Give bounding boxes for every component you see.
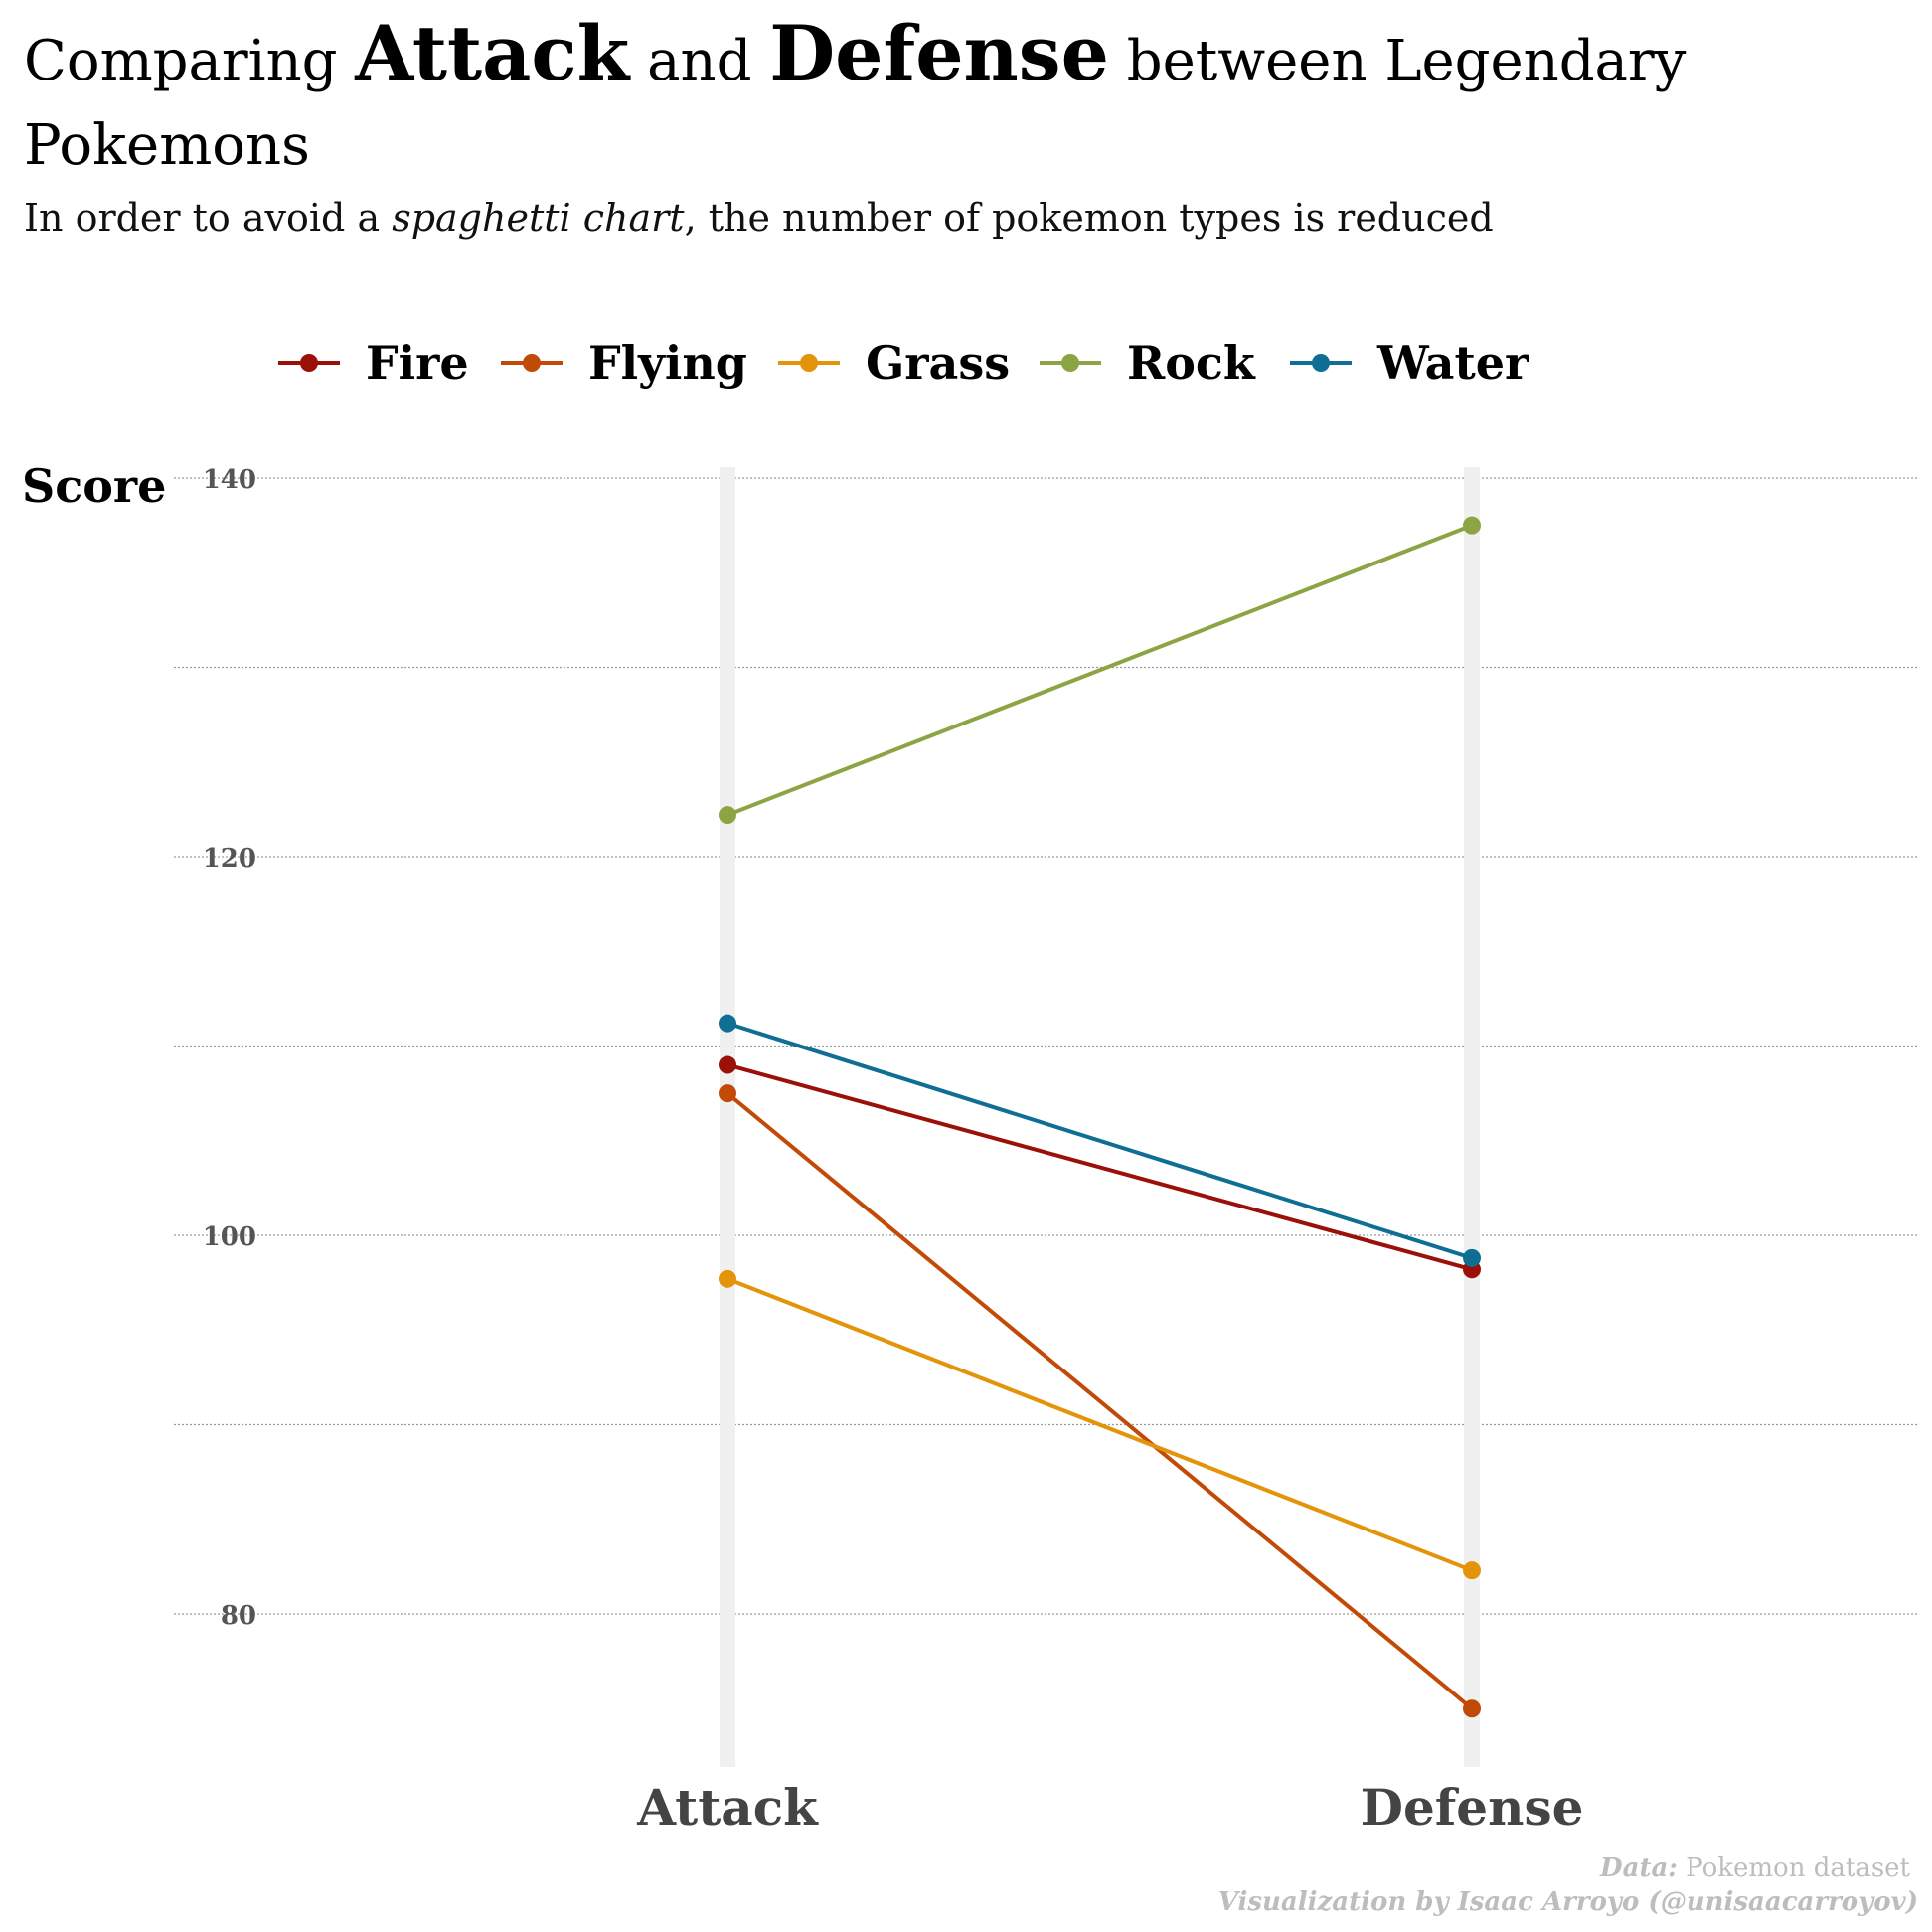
legend-label: Water	[1376, 336, 1530, 390]
legend-item-fire: Fire	[278, 336, 469, 390]
subtitle-pre: In order to avoid a	[24, 196, 392, 240]
grid-lines	[174, 477, 1918, 1615]
series-line	[726, 1021, 1473, 1260]
legend-item-flying: Flying	[501, 336, 747, 390]
x-tick-labels: Attack Defense	[636, 1778, 1583, 1837]
legend-item-rock: Rock	[1040, 336, 1256, 390]
y-axis-label: Score	[22, 459, 166, 513]
legend-swatch-dot	[523, 354, 541, 372]
y-tick-label: 100	[203, 1222, 256, 1252]
series-fire	[719, 1055, 1481, 1279]
series-rock	[719, 516, 1481, 825]
legend-item-grass: Grass	[778, 336, 1010, 390]
data-point	[1463, 1561, 1481, 1580]
legend-item-water: Water	[1290, 336, 1530, 390]
data-point	[1463, 1248, 1481, 1267]
title-part3: between Legendary	[1109, 29, 1687, 93]
title-defense: Defense	[769, 9, 1109, 97]
data-point	[719, 1014, 736, 1033]
category-column	[1464, 467, 1480, 1767]
data-point	[719, 1084, 736, 1103]
chart-title-line2: Pokemons	[24, 113, 310, 178]
data-point	[1463, 1699, 1481, 1718]
subtitle-italic: spaghetti chart	[392, 196, 685, 240]
y-tick-labels: 80 100 120 140	[203, 465, 256, 1631]
series-flying	[719, 1084, 1481, 1718]
legend-swatch-dot	[1312, 354, 1330, 372]
data-point	[1463, 516, 1481, 535]
legend-label: Flying	[588, 336, 747, 390]
y-tick-label: 80	[221, 1601, 256, 1631]
series-line	[726, 1062, 1473, 1272]
y-tick-label: 140	[203, 465, 256, 495]
chart-title-line1: Comparing Attack and Defense between Leg…	[24, 9, 1687, 97]
caption-data-label: Data:	[1599, 1853, 1678, 1883]
caption-data: Data: Pokemon dataset	[1599, 1853, 1911, 1883]
caption-data-value: Pokemon dataset	[1678, 1853, 1911, 1883]
x-tick-label: Defense	[1361, 1778, 1584, 1837]
data-point	[719, 806, 736, 825]
legend-label: Grass	[866, 336, 1010, 390]
title-part1: Comparing	[24, 29, 355, 93]
series-lines	[719, 516, 1481, 1718]
series-grass	[719, 1269, 1481, 1580]
caption-credit: Visualization by Isaac Arroyo (@unisaaca…	[1218, 1887, 1918, 1917]
chart-subtitle: In order to avoid a spaghetti chart, the…	[24, 196, 1494, 240]
y-tick-label: 120	[203, 844, 256, 874]
category-column	[720, 467, 735, 1767]
data-point	[719, 1055, 736, 1074]
legend-swatch-dot	[300, 354, 318, 372]
legend-swatch-dot	[1061, 354, 1079, 372]
series-water	[719, 1014, 1481, 1267]
title-part2: and	[629, 29, 769, 93]
x-tick-label: Attack	[636, 1778, 819, 1837]
data-point	[719, 1269, 736, 1288]
series-line	[726, 523, 1473, 817]
legend-label: Fire	[366, 336, 469, 390]
series-line	[726, 1276, 1473, 1573]
legend: Fire Flying Grass Rock Water	[278, 336, 1530, 390]
subtitle-post: , the number of pokemon types is reduced	[685, 196, 1494, 240]
category-columns	[720, 467, 1480, 1767]
legend-label: Rock	[1127, 336, 1256, 390]
legend-swatch-dot	[800, 354, 818, 372]
series-line	[725, 1091, 1474, 1710]
title-attack: Attack	[354, 9, 630, 97]
